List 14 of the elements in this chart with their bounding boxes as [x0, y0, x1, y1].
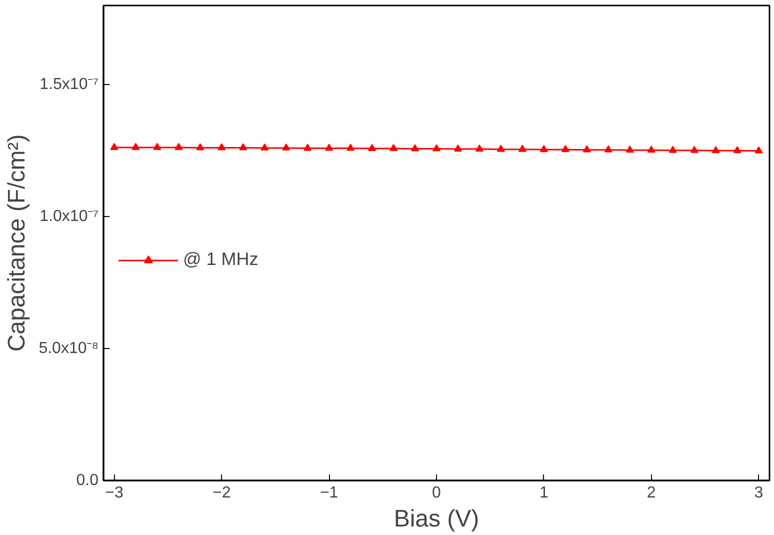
x-tick-label: −2: [212, 484, 231, 502]
x-tick-label: 0: [432, 484, 442, 502]
y-tick-label: 1.5x10⁻⁷: [40, 76, 99, 94]
legend-label: @ 1 MHz: [183, 249, 258, 270]
x-tick-label: 2: [646, 484, 656, 502]
y-tick-label: 0.0: [76, 472, 99, 489]
x-axis-title: Bias (V): [394, 506, 480, 532]
y-tick-label: 1.0x10⁻⁷: [40, 208, 99, 226]
x-tick-label: −1: [320, 484, 338, 502]
x-tick-label: 1: [539, 484, 548, 502]
y-axis-title: Capacitance (F/cm²): [4, 134, 31, 352]
x-tick-label: 3: [754, 484, 764, 502]
x-tick-label: −3: [105, 484, 124, 502]
y-tick-label: 5.0x10⁻⁸: [38, 340, 99, 358]
